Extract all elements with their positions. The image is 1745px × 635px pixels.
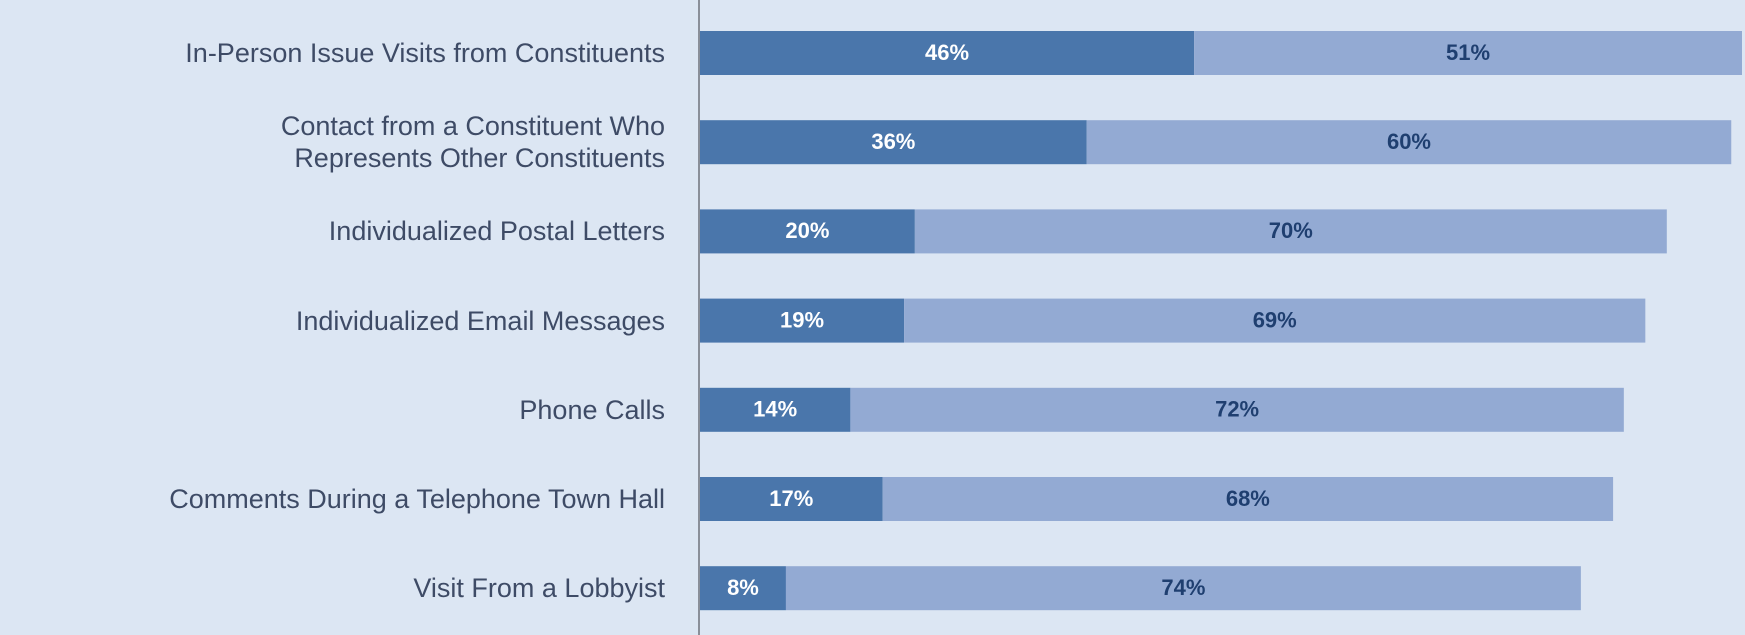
bar-segment: [904, 298, 1646, 343]
bar-segment: [700, 120, 1087, 165]
bar-segment: [850, 387, 1624, 432]
value-label: 68%: [1226, 486, 1270, 511]
category-label: Individualized Postal Letters: [328, 216, 665, 247]
bar-segment: [882, 477, 1614, 521]
category-label: Individualized Email Messages: [295, 305, 665, 336]
bar-segment: [1086, 120, 1732, 165]
value-label: 17%: [769, 486, 813, 511]
category-label: Comments During a Telephone Town Hall: [169, 484, 665, 514]
value-label: 74%: [1161, 575, 1205, 600]
bar-segment: [1194, 31, 1742, 75]
value-label: 70%: [1269, 218, 1313, 243]
bar-segment: [700, 477, 883, 521]
bar-segment: [700, 209, 915, 254]
value-label: 14%: [753, 397, 797, 422]
value-label: 8%: [727, 575, 759, 600]
bar-segment: [914, 209, 1667, 254]
value-label: 60%: [1387, 129, 1431, 154]
category-label: Visit From a Lobbyist: [413, 573, 665, 604]
bar-segment: [700, 566, 786, 611]
value-label: 19%: [780, 307, 824, 332]
category-label: Contact from a Constituent Who Represent…: [280, 111, 665, 174]
bar-segment: [700, 387, 851, 432]
value-label: 51%: [1446, 40, 1490, 65]
category-label: Phone Calls: [519, 394, 665, 425]
value-label: 72%: [1215, 397, 1259, 422]
value-label: 69%: [1253, 307, 1297, 332]
bar-segment: [785, 566, 1581, 611]
category-label: In-Person Issue Visits from Constituents: [185, 38, 665, 68]
bar-segment: [700, 31, 1195, 75]
value-label: 20%: [785, 218, 829, 243]
bar-segment: [700, 298, 905, 343]
value-label: 36%: [871, 129, 915, 154]
value-label: 46%: [925, 40, 969, 65]
